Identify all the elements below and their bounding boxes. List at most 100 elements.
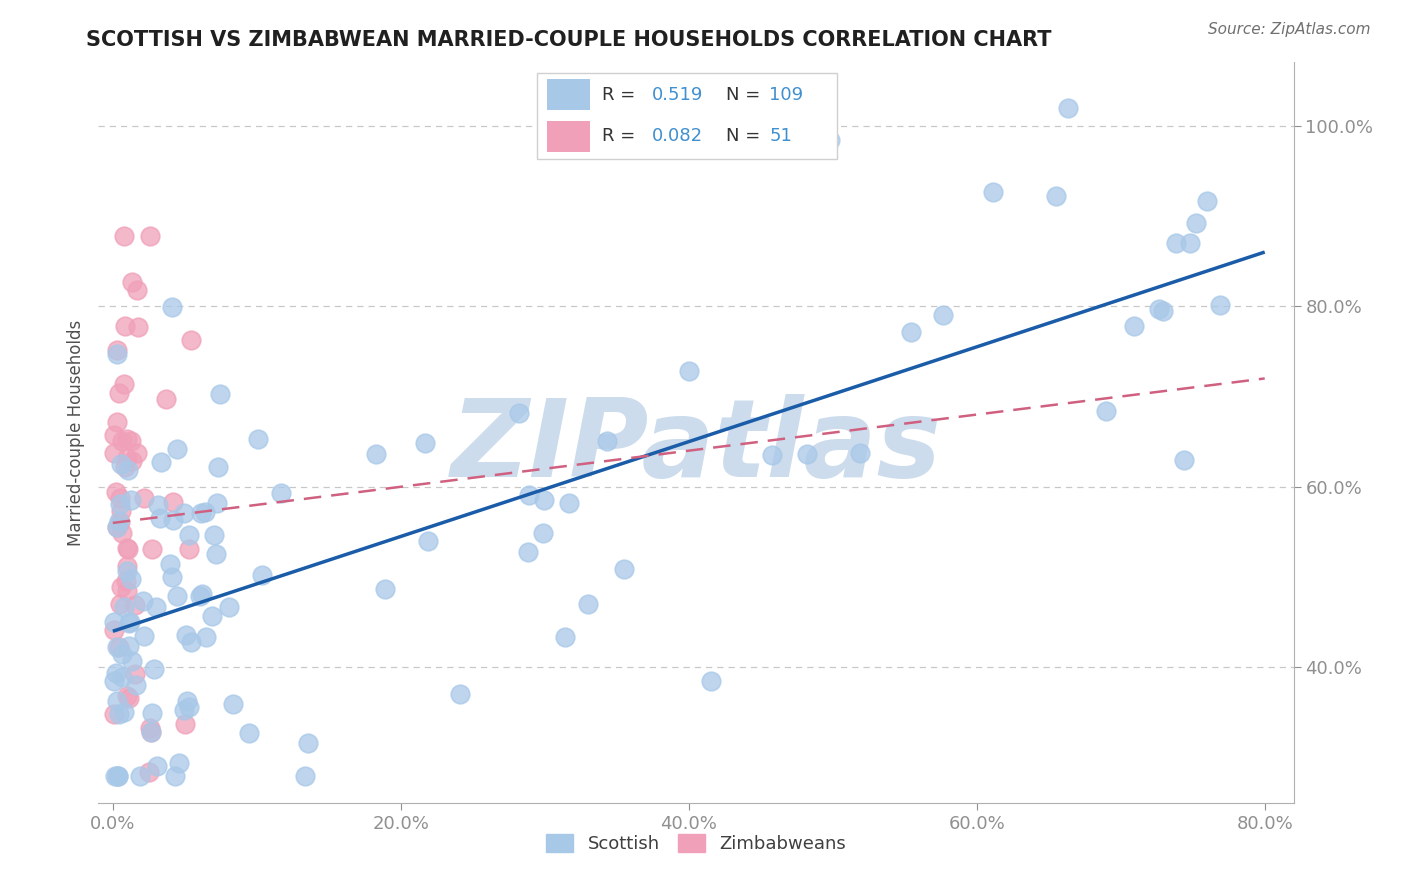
Point xyxy=(120,493,142,508)
Point xyxy=(139,721,162,735)
Point xyxy=(508,406,530,420)
Point xyxy=(173,703,195,717)
Point xyxy=(107,769,129,783)
Point xyxy=(115,541,138,556)
Point xyxy=(108,597,131,611)
Point xyxy=(105,519,128,533)
Point xyxy=(141,725,163,739)
Point xyxy=(1152,303,1174,318)
Point xyxy=(145,759,167,773)
Point xyxy=(107,769,129,783)
Point xyxy=(146,498,169,512)
Point xyxy=(517,545,540,559)
Point xyxy=(761,448,783,462)
Point xyxy=(1184,216,1206,230)
Point xyxy=(110,504,132,518)
Point xyxy=(294,769,316,783)
Point xyxy=(166,442,188,456)
Point xyxy=(103,428,125,442)
Point xyxy=(416,533,439,548)
Point xyxy=(108,491,131,505)
Point xyxy=(238,726,260,740)
Point xyxy=(149,510,172,524)
Point xyxy=(132,629,155,643)
Point xyxy=(120,572,142,586)
Point xyxy=(179,542,201,557)
Text: SCOTTISH VS ZIMBABWEAN MARRIED-COUPLE HOUSEHOLDS CORRELATION CHART: SCOTTISH VS ZIMBABWEAN MARRIED-COUPLE HO… xyxy=(87,29,1052,50)
Point xyxy=(145,599,167,614)
Point xyxy=(190,506,212,520)
Point xyxy=(107,515,129,529)
Point xyxy=(174,628,197,642)
Point xyxy=(118,615,141,630)
Point xyxy=(373,582,395,596)
Point xyxy=(108,385,131,400)
Point xyxy=(180,333,202,347)
Point xyxy=(132,491,155,505)
Point xyxy=(127,319,149,334)
Point xyxy=(449,687,471,701)
Point xyxy=(114,460,136,475)
Point xyxy=(141,724,163,739)
Text: N =: N = xyxy=(725,86,761,103)
Point xyxy=(207,460,229,475)
Text: N =: N = xyxy=(725,128,761,145)
Point xyxy=(141,542,163,557)
Point xyxy=(115,574,138,588)
Point xyxy=(105,693,128,707)
Point xyxy=(110,457,132,471)
Point xyxy=(596,434,619,449)
Point xyxy=(190,587,212,601)
Point xyxy=(1147,301,1170,316)
Text: 51: 51 xyxy=(769,128,792,145)
Text: ZIPatlas: ZIPatlas xyxy=(450,394,942,500)
Point xyxy=(105,520,128,534)
Point xyxy=(117,639,139,653)
Point xyxy=(104,769,127,783)
Point xyxy=(218,599,240,614)
Point xyxy=(194,505,217,519)
Point xyxy=(364,447,387,461)
Point xyxy=(110,580,132,594)
Point xyxy=(139,229,162,244)
Point xyxy=(105,347,128,361)
Point xyxy=(202,528,225,542)
Point xyxy=(105,415,128,429)
Point xyxy=(121,654,143,668)
Text: 0.082: 0.082 xyxy=(652,128,703,145)
Point xyxy=(576,597,599,611)
Point xyxy=(108,822,131,837)
Point xyxy=(1208,298,1230,312)
Point xyxy=(121,454,143,468)
Point xyxy=(118,615,141,630)
Point xyxy=(558,496,581,510)
Point xyxy=(117,463,139,477)
Point xyxy=(105,640,128,654)
Point xyxy=(115,559,138,574)
FancyBboxPatch shape xyxy=(537,73,838,159)
Point xyxy=(162,512,184,526)
Point xyxy=(115,450,138,465)
Point xyxy=(932,308,955,322)
Point xyxy=(127,283,149,297)
Point xyxy=(900,325,922,339)
Point xyxy=(155,392,177,407)
Point xyxy=(848,446,870,460)
Point xyxy=(1095,404,1118,418)
Point xyxy=(208,386,231,401)
Point xyxy=(700,674,723,689)
Point xyxy=(188,590,211,604)
Point xyxy=(173,506,195,520)
Text: R =: R = xyxy=(602,128,636,145)
Point xyxy=(128,769,150,783)
Point xyxy=(138,764,160,779)
Text: 0.519: 0.519 xyxy=(652,86,703,103)
Point xyxy=(103,615,125,629)
Point xyxy=(160,570,183,584)
Point xyxy=(160,300,183,314)
Point xyxy=(117,689,139,703)
Text: 109: 109 xyxy=(769,86,803,103)
Point xyxy=(111,434,134,448)
Y-axis label: Married-couple Households: Married-couple Households xyxy=(66,319,84,546)
Point xyxy=(205,496,228,510)
